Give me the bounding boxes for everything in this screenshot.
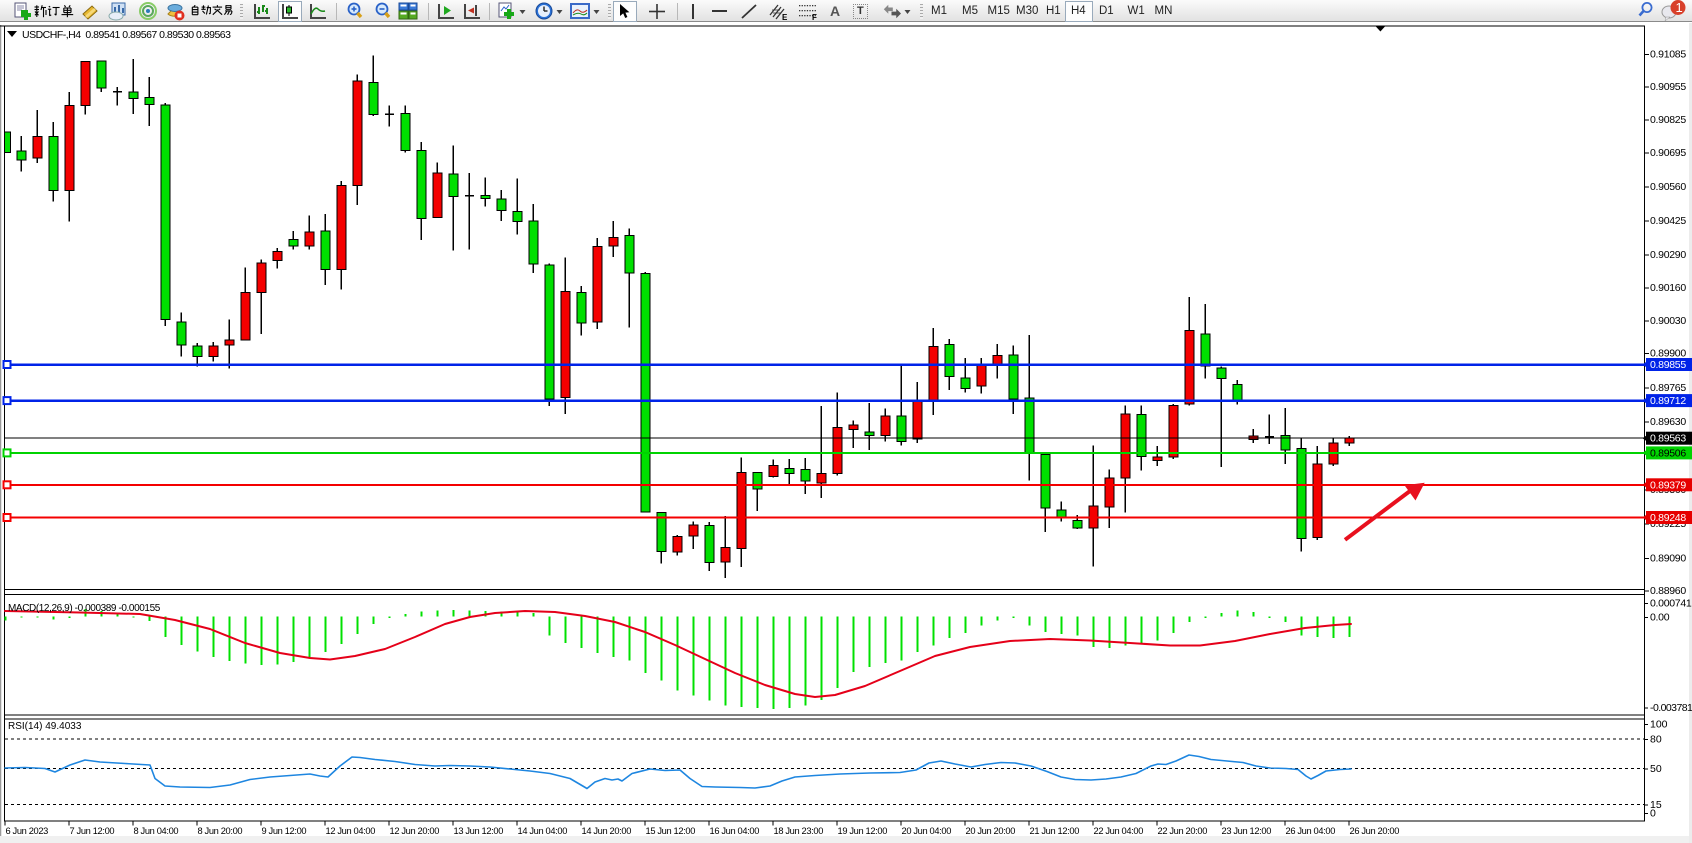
svg-text:0.89090: 0.89090 bbox=[1650, 552, 1686, 564]
svg-text:21 Jun 12:00: 21 Jun 12:00 bbox=[1030, 826, 1080, 836]
svg-text:0.89379: 0.89379 bbox=[1650, 479, 1686, 491]
svg-text:6 Jun 2023: 6 Jun 2023 bbox=[6, 826, 49, 836]
svg-text:1: 1 bbox=[1676, 0, 1683, 15]
svg-text:0.88960: 0.88960 bbox=[1650, 585, 1686, 597]
svg-text:0.90695: 0.90695 bbox=[1650, 147, 1686, 159]
svg-text:8 Jun 04:00: 8 Jun 04:00 bbox=[134, 826, 179, 836]
svg-text:0.90030: 0.90030 bbox=[1650, 315, 1686, 327]
svg-text:22 Jun 20:00: 22 Jun 20:00 bbox=[1158, 826, 1208, 836]
svg-text:16 Jun 04:00: 16 Jun 04:00 bbox=[710, 826, 760, 836]
svg-text:12 Jun 20:00: 12 Jun 20:00 bbox=[390, 826, 440, 836]
svg-text:0.90425: 0.90425 bbox=[1650, 215, 1686, 227]
svg-text:0.90955: 0.90955 bbox=[1650, 81, 1686, 93]
svg-text:0.89563: 0.89563 bbox=[1650, 433, 1686, 445]
svg-text:USDCHF-,H4 0.89541 0.89567 0.: USDCHF-,H4 0.89541 0.89567 0.89530 0.895… bbox=[22, 29, 231, 41]
svg-text:26 Jun 20:00: 26 Jun 20:00 bbox=[1350, 826, 1400, 836]
svg-text:0.89248: 0.89248 bbox=[1650, 512, 1686, 524]
svg-text:0.90160: 0.90160 bbox=[1650, 282, 1686, 294]
svg-text:14 Jun 04:00: 14 Jun 04:00 bbox=[518, 826, 568, 836]
svg-text:23 Jun 12:00: 23 Jun 12:00 bbox=[1222, 826, 1272, 836]
svg-text:E: E bbox=[782, 13, 788, 22]
svg-text:22 Jun 04:00: 22 Jun 04:00 bbox=[1094, 826, 1144, 836]
svg-text:12 Jun 04:00: 12 Jun 04:00 bbox=[326, 826, 376, 836]
svg-text:0.90290: 0.90290 bbox=[1650, 249, 1686, 261]
svg-text:19 Jun 12:00: 19 Jun 12:00 bbox=[838, 826, 888, 836]
svg-text:0.90560: 0.90560 bbox=[1650, 181, 1686, 193]
svg-text:0.000741: 0.000741 bbox=[1650, 598, 1692, 610]
svg-text:14 Jun 20:00: 14 Jun 20:00 bbox=[582, 826, 632, 836]
svg-text:9 Jun 12:00: 9 Jun 12:00 bbox=[262, 826, 307, 836]
svg-text:80: 80 bbox=[1650, 734, 1662, 746]
svg-text:20 Jun 04:00: 20 Jun 04:00 bbox=[902, 826, 952, 836]
svg-text:100: 100 bbox=[1650, 719, 1668, 731]
svg-text:8 Jun 20:00: 8 Jun 20:00 bbox=[198, 826, 243, 836]
svg-text:0.89630: 0.89630 bbox=[1650, 416, 1686, 428]
svg-text:0.89506: 0.89506 bbox=[1650, 447, 1686, 459]
svg-text:7 Jun 12:00: 7 Jun 12:00 bbox=[70, 826, 115, 836]
svg-text:18 Jun 23:00: 18 Jun 23:00 bbox=[774, 826, 824, 836]
svg-text:0.00: 0.00 bbox=[1650, 612, 1670, 624]
svg-text:0.91085: 0.91085 bbox=[1650, 48, 1686, 60]
svg-text:20 Jun 20:00: 20 Jun 20:00 bbox=[966, 826, 1016, 836]
svg-text:0.89900: 0.89900 bbox=[1650, 348, 1686, 360]
svg-text:F: F bbox=[812, 13, 817, 22]
svg-text:-0.003781: -0.003781 bbox=[1650, 702, 1692, 714]
svg-text:RSI(14) 49.4033: RSI(14) 49.4033 bbox=[8, 721, 82, 732]
svg-text:15 Jun 12:00: 15 Jun 12:00 bbox=[646, 826, 696, 836]
svg-text:0.89855: 0.89855 bbox=[1650, 359, 1686, 371]
svg-text:13 Jun 12:00: 13 Jun 12:00 bbox=[454, 826, 504, 836]
svg-text:0.90825: 0.90825 bbox=[1650, 114, 1686, 126]
svg-text:0: 0 bbox=[1650, 808, 1656, 820]
svg-text:15: 15 bbox=[1650, 799, 1662, 811]
svg-text:50: 50 bbox=[1650, 763, 1662, 775]
svg-text:MACD(12,26,9) -0.000389 -0.000: MACD(12,26,9) -0.000389 -0.000155 bbox=[8, 603, 161, 614]
svg-text:26 Jun 04:00: 26 Jun 04:00 bbox=[1286, 826, 1336, 836]
svg-text:0.89712: 0.89712 bbox=[1650, 395, 1686, 407]
svg-text:0.89765: 0.89765 bbox=[1650, 382, 1686, 394]
